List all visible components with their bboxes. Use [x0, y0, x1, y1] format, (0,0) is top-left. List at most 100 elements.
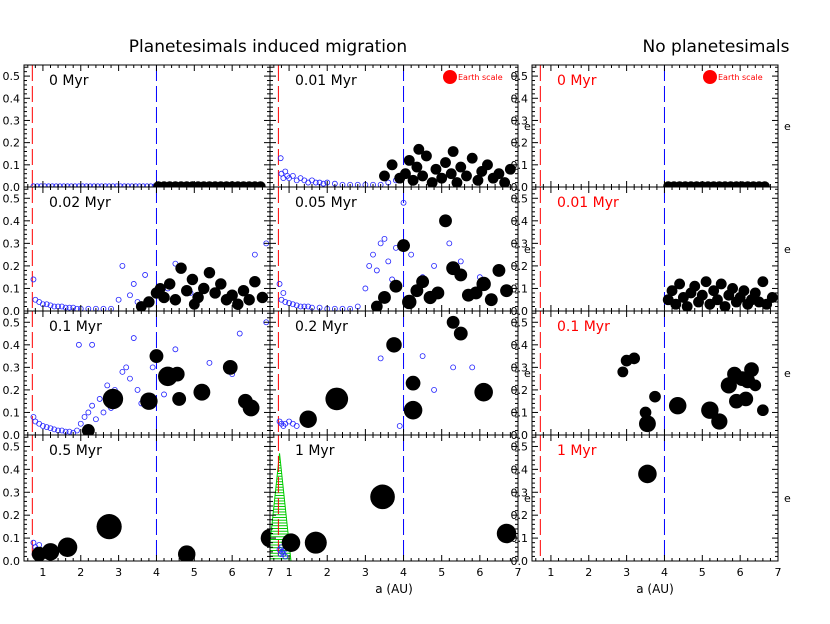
time-label: 0.1 Myr	[49, 319, 102, 335]
time-label: 0.1 Myr	[557, 319, 610, 335]
time-label: 0.01 Myr	[557, 195, 619, 211]
embryo-point	[181, 284, 193, 297]
planetesimal-point	[36, 299, 43, 305]
planetesimal-point	[136, 183, 143, 187]
planetesimal-point	[446, 240, 453, 247]
right-title: No planetesimals	[643, 37, 790, 57]
planetesimal-point	[30, 183, 37, 187]
planetesimal-point	[312, 179, 319, 186]
planetesimal-point	[104, 382, 111, 389]
x-tick-label: 2	[585, 566, 592, 579]
embryo-point	[325, 387, 349, 411]
embryo-point	[484, 293, 498, 307]
embryo-point	[638, 464, 657, 484]
panel-12: 0.0 0.1 0.2 0.3 0.4 0.5 e 1 2 3 4 5 6 7 a (AU) 1 Myr	[511, 434, 791, 596]
embryo-point	[436, 172, 448, 184]
embryo-point	[496, 523, 517, 544]
embryo-point	[439, 214, 452, 228]
planetesimal-point	[113, 183, 120, 187]
embryo-point	[281, 533, 301, 552]
y-tick-label: 0.3	[511, 237, 529, 250]
time-label: 0 Myr	[49, 73, 89, 89]
x-tick-label: 4	[400, 566, 407, 579]
earth-scale-marker	[703, 70, 717, 84]
planetesimal-point	[108, 305, 114, 311]
plot-area	[30, 65, 266, 187]
planetesimal-point	[34, 183, 41, 187]
planetesimal-point	[51, 303, 58, 310]
planetesimal-point	[102, 183, 109, 187]
embryo-point	[188, 298, 200, 310]
planetesimal-point	[385, 258, 392, 265]
embryo-point	[237, 284, 250, 297]
planetesimal-point	[89, 402, 96, 409]
planetesimal-point	[36, 420, 43, 427]
planetesimal-point	[128, 183, 135, 187]
planetesimal-point	[83, 183, 90, 187]
y-tick-label: 0.4	[3, 92, 21, 105]
embryo-point	[617, 366, 629, 378]
embryo-point	[386, 159, 398, 171]
planetesimal-point	[305, 303, 312, 310]
planetesimal-point	[96, 396, 103, 402]
embryo-point	[81, 424, 95, 435]
embryo-point	[738, 391, 754, 407]
time-label: 0.2 Myr	[295, 319, 348, 335]
planetesimal-point	[339, 305, 346, 311]
embryo-point	[386, 337, 402, 353]
y-axis-label: e	[784, 243, 791, 256]
earth-scale-label: Earth scale	[458, 73, 503, 82]
planetesimal-point	[127, 292, 133, 299]
y-tick-label: 0.1	[511, 406, 529, 419]
embryo-point	[411, 161, 423, 173]
planetesimal-point	[36, 542, 43, 548]
plot-area	[539, 187, 778, 311]
x-tick-label: 7	[267, 566, 274, 579]
embryo-point	[504, 163, 516, 175]
x-tick-label: 2	[324, 566, 331, 579]
planetesimal-point	[81, 414, 88, 420]
planetesimal-point	[47, 425, 54, 432]
embryo-point	[766, 292, 778, 303]
x-tick-label: 5	[191, 566, 198, 579]
y-tick-label: 0.4	[3, 339, 21, 352]
planetesimal-point	[58, 303, 65, 310]
embryo-point	[249, 275, 261, 288]
plot-area	[277, 65, 516, 187]
planetesimal-point	[85, 305, 92, 311]
embryo-point	[402, 294, 417, 310]
x-tick-label: 6	[737, 566, 744, 579]
y-tick-label: 0.1	[3, 532, 21, 545]
planetesimal-point	[30, 276, 37, 283]
y-tick-label: 0.2	[511, 260, 529, 273]
panel-3: 0.0 0.1 0.2 0.3 0.4 0.5 e 0 Myr Earth scale	[511, 64, 791, 194]
planetesimal-point	[354, 181, 361, 187]
embryo-point	[466, 152, 478, 164]
planetesimal-point	[123, 364, 130, 371]
x-tick-label: 3	[362, 566, 369, 579]
stability-region	[270, 453, 292, 561]
embryo-point	[379, 170, 390, 182]
embryo-point	[175, 262, 187, 274]
embryo-point	[397, 239, 410, 253]
embryo-point	[681, 301, 693, 311]
embryo-point	[469, 286, 483, 300]
embryo-point	[417, 170, 429, 182]
embryo-point	[649, 390, 661, 403]
planetesimal-point	[293, 423, 300, 429]
embryo-point	[400, 168, 411, 180]
x-tick-label: 3	[623, 566, 630, 579]
y-tick-label: 0.5	[3, 192, 21, 205]
embryo-point	[389, 279, 403, 293]
embryo-point	[445, 168, 457, 180]
embryo-point	[474, 382, 493, 402]
planetesimal-point	[289, 301, 296, 308]
planetesimal-point	[93, 305, 99, 311]
embryo-point	[440, 157, 451, 169]
planetesimal-point	[130, 281, 137, 287]
embryo-point	[193, 383, 211, 401]
planetesimal-point	[93, 416, 99, 423]
planetesimal-point	[377, 240, 384, 247]
embryo-point	[472, 174, 484, 186]
left-title: Planetesimals induced migration	[129, 37, 407, 57]
